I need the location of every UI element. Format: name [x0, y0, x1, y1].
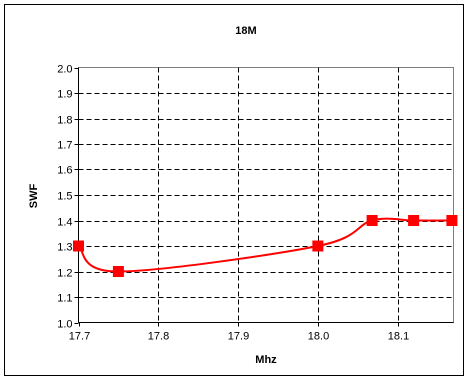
x-tick-label: 18.0: [308, 331, 329, 343]
data-point-marker: [112, 266, 124, 277]
chart-border: [4, 4, 464, 376]
marker-layer: [73, 215, 458, 277]
y-tick-label: 1.8: [57, 115, 72, 127]
data-point-marker: [73, 240, 84, 252]
x-tick-label: 17.8: [148, 331, 169, 343]
y-tick-label: 1.2: [57, 268, 72, 280]
chart-title: 18M: [235, 25, 256, 37]
y-tick-label: 2.0: [57, 64, 72, 76]
data-point-marker: [446, 215, 458, 226]
y-tick-label: 1.6: [57, 165, 72, 177]
y-tick-label: 1.9: [57, 89, 72, 101]
y-tick-label: 1.1: [57, 293, 72, 305]
x-tick-label: 17.7: [69, 331, 90, 343]
y-tick-label: 1.7: [57, 140, 72, 152]
gridlines: [78, 67, 454, 323]
data-point-marker: [366, 215, 378, 226]
x-axis-label: Mhz: [255, 354, 277, 366]
data-point-marker: [408, 215, 420, 226]
data-point-marker: [312, 240, 324, 252]
x-tick-label: 17.9: [228, 331, 249, 343]
y-axis-label: SWF: [28, 184, 40, 209]
y-tick-label: 1.4: [57, 217, 72, 229]
y-tick-label: 1.3: [57, 242, 72, 254]
x-tick-label: 18.1: [388, 331, 409, 343]
y-tick-label: 1.0: [57, 319, 72, 331]
y-tick-label: 1.5: [57, 191, 72, 203]
